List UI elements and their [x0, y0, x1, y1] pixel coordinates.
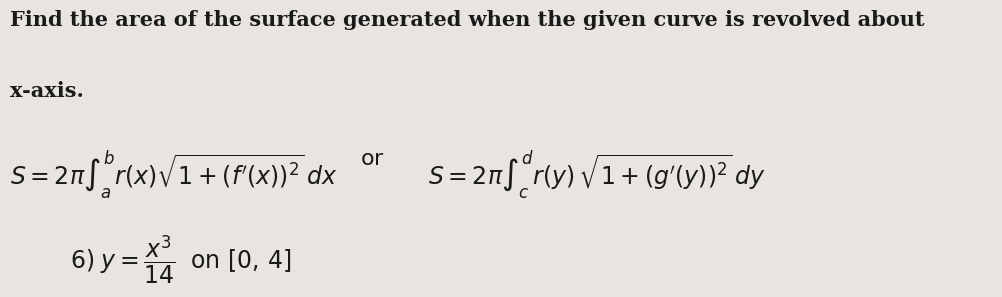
Text: Find the area of the surface generated when the given curve is revolved about: Find the area of the surface generated w… — [10, 10, 925, 30]
Text: x-axis.: x-axis. — [10, 80, 84, 101]
Text: $\mathrm{or}$: $\mathrm{or}$ — [360, 148, 385, 170]
Text: $S = 2\pi \int_{a}^{b} r(x)\sqrt{1+\left(f'(x)\right)^2}\,dx$: $S = 2\pi \int_{a}^{b} r(x)\sqrt{1+\left… — [10, 148, 338, 201]
Text: $6)\; y = \dfrac{x^3}{14}\;\text{ on } [0,\,4]$: $6)\; y = \dfrac{x^3}{14}\;\text{ on } [… — [70, 233, 292, 286]
Text: $S = 2\pi \int_{c}^{d} r(y)\,\sqrt{1+\left(g'(y)\right)^2}\,dy$: $S = 2\pi \int_{c}^{d} r(y)\,\sqrt{1+\le… — [428, 148, 767, 201]
